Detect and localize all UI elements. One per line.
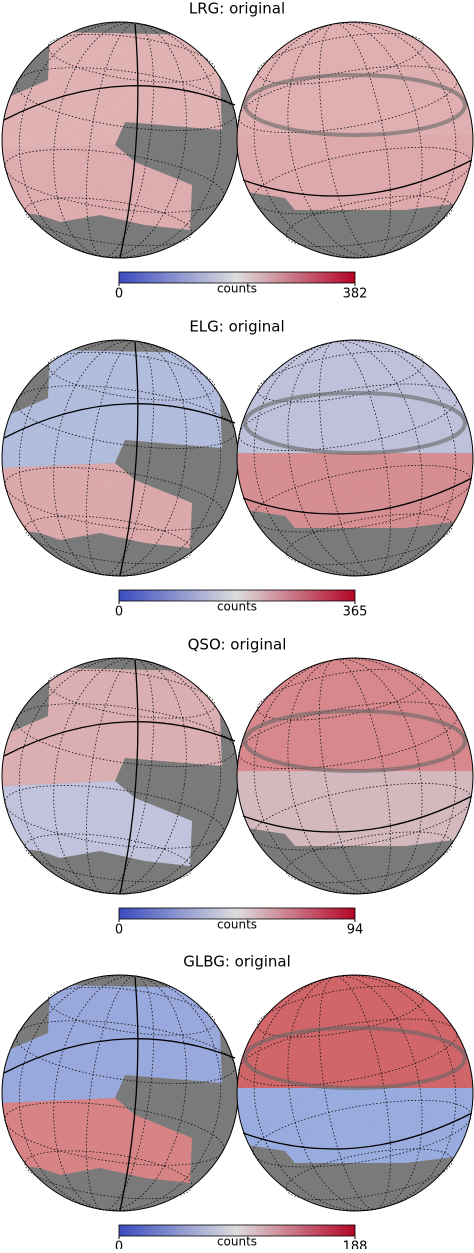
footprint-south bbox=[2, 1098, 192, 1183]
colorbar-tick-label: 382 bbox=[343, 287, 368, 302]
equator bbox=[242, 1112, 473, 1150]
colorbar-tick-label: 188 bbox=[343, 1240, 368, 1250]
panel-title: GLBG: original bbox=[183, 953, 291, 971]
sphere-outline bbox=[236, 974, 474, 1212]
meridian bbox=[53, 340, 187, 576]
equator bbox=[3, 721, 236, 757]
panel-title: LRG: original bbox=[189, 0, 285, 18]
panel: LRG: original 0 382 counts bbox=[1, 0, 474, 302]
colorbar-label: counts bbox=[217, 282, 257, 296]
sphere-outline bbox=[236, 21, 474, 259]
equator bbox=[3, 85, 236, 121]
footprint-north bbox=[2, 668, 222, 786]
footprint bbox=[2, 350, 222, 548]
panel: ELG: original 0 365 counts bbox=[1, 318, 474, 620]
colorbar bbox=[118, 907, 356, 920]
footprint-north bbox=[2, 985, 222, 1103]
ecliptic bbox=[243, 709, 467, 773]
panel-title: ELG: original bbox=[189, 318, 284, 336]
colorbar bbox=[118, 271, 356, 284]
meridian-bold bbox=[119, 23, 139, 259]
meridian-bold bbox=[119, 341, 139, 577]
footprint-south bbox=[237, 135, 473, 210]
footprint-south bbox=[2, 463, 192, 548]
footprint-north bbox=[2, 32, 222, 150]
footprint bbox=[237, 658, 473, 846]
sphere-outline bbox=[236, 657, 474, 895]
colorbar-label: counts bbox=[217, 918, 257, 932]
ecliptic bbox=[243, 391, 467, 455]
footprint-north bbox=[237, 22, 473, 135]
equator bbox=[242, 159, 473, 197]
meridian-bold bbox=[119, 659, 139, 895]
equator bbox=[3, 1038, 236, 1074]
equator bbox=[3, 403, 236, 439]
colorbar-tick-label: 0 bbox=[115, 1240, 123, 1250]
meridian bbox=[53, 658, 187, 894]
panel-title: QSO: original bbox=[188, 636, 287, 654]
meridian-bold bbox=[119, 976, 139, 1212]
ecliptic bbox=[243, 73, 467, 137]
footprint bbox=[2, 32, 222, 230]
footprint-south bbox=[2, 145, 192, 230]
footprint bbox=[2, 668, 222, 866]
footprint-south bbox=[237, 453, 473, 528]
colorbar-tick-label: 365 bbox=[343, 605, 368, 620]
colorbar-tick-label: 0 bbox=[115, 287, 123, 302]
equator bbox=[242, 477, 473, 515]
footprint bbox=[237, 340, 473, 528]
colorbar-tick-label: 94 bbox=[347, 923, 364, 938]
equator bbox=[242, 795, 473, 833]
panel: GLBG: original 0 188 counts bbox=[1, 953, 474, 1253]
footprint-north bbox=[237, 340, 473, 453]
footprint-south bbox=[237, 1088, 473, 1163]
colorbar-tick-label: 0 bbox=[115, 605, 123, 620]
footprint bbox=[237, 22, 473, 210]
colorbar bbox=[118, 1224, 356, 1237]
ecliptic bbox=[243, 1026, 467, 1090]
footprint-north bbox=[237, 658, 473, 771]
meridian bbox=[53, 975, 187, 1211]
colorbar-tick-label: 0 bbox=[115, 923, 123, 938]
footprint bbox=[237, 975, 473, 1163]
footprint-north bbox=[237, 975, 473, 1088]
colorbar bbox=[118, 589, 356, 602]
footprint bbox=[2, 985, 222, 1183]
panel: QSO: original 0 94 counts bbox=[1, 636, 474, 938]
footprint-north bbox=[2, 350, 222, 468]
colorbar-label: counts bbox=[217, 600, 257, 614]
footprint-south bbox=[2, 781, 192, 866]
sphere-outline bbox=[236, 339, 474, 577]
colorbar-label: counts bbox=[217, 1235, 257, 1249]
footprint-south bbox=[237, 771, 473, 846]
